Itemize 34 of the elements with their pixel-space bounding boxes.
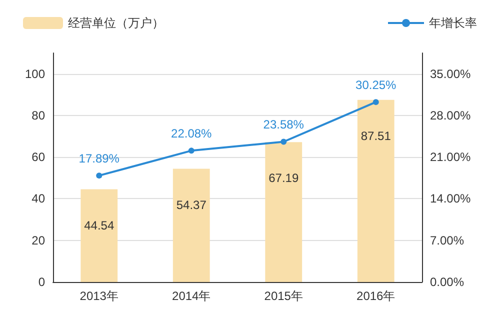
bar	[80, 189, 118, 282]
y-tick-label: 80	[32, 108, 46, 122]
legend-label: 年增长率	[429, 16, 477, 30]
x-tick-label: 2015年	[264, 289, 303, 303]
point	[96, 172, 102, 179]
y2-tick-label: 35.00%	[430, 66, 472, 81]
point	[280, 138, 287, 145]
bar	[172, 168, 210, 282]
y2-tick-label: 0.00%	[430, 275, 464, 289]
data-label: 44.54	[84, 218, 114, 232]
bar	[357, 100, 394, 282]
point	[372, 99, 379, 106]
y2-tick-label: 21.00%	[430, 150, 472, 164]
data-label: 87.51	[360, 128, 392, 143]
data-label: 22.08%	[171, 126, 212, 141]
data-label: 23.58%	[263, 118, 304, 132]
y2-tick-label: 28.00%	[430, 108, 472, 122]
point	[188, 148, 194, 154]
x-tick-label: 2013年	[80, 289, 118, 303]
y-tick-label: 40	[32, 192, 46, 206]
y-tick-label: 20	[32, 233, 46, 248]
data-label: 30.25%	[356, 78, 397, 92]
y-tick-label: 0	[38, 275, 46, 289]
data-label: 17.89%	[78, 152, 120, 166]
x-tick-label: 2014年	[172, 289, 211, 303]
y2-tick-label: 14.00%	[430, 192, 472, 206]
data-label: 67.19	[268, 171, 299, 186]
y-tick-label: 100	[24, 66, 46, 81]
bar	[265, 142, 302, 282]
y-tick-label: 60	[32, 150, 46, 164]
data-label: 54.37	[176, 198, 207, 212]
x-tick-label: 2016年	[356, 289, 396, 303]
legend-label: 经营单位（万户）	[68, 16, 164, 30]
y2-tick-label: 7.00%	[430, 233, 464, 248]
